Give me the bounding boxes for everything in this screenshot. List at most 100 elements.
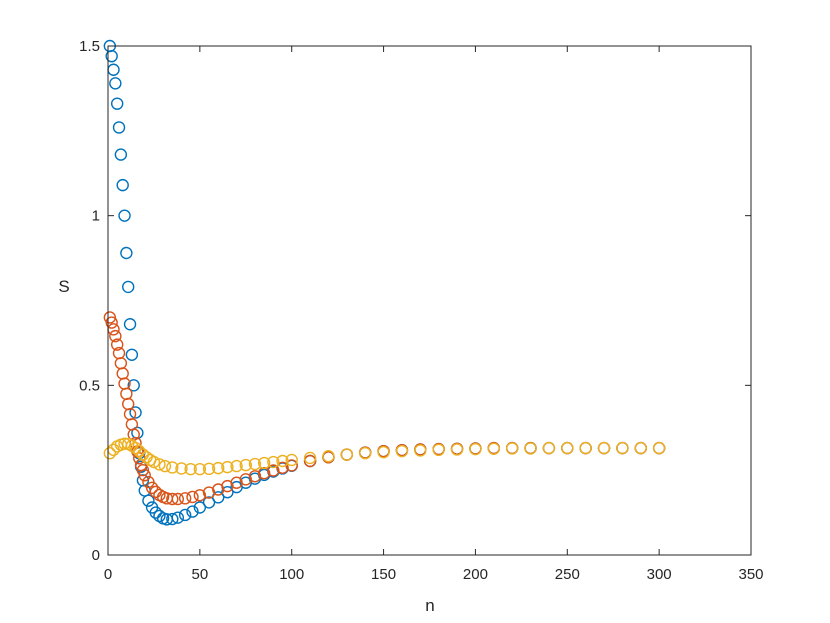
data-point	[505, 442, 519, 455]
data-point	[193, 501, 207, 514]
data-point	[257, 456, 271, 470]
data-point	[107, 323, 120, 336]
data-point	[303, 454, 317, 468]
data-point	[109, 77, 122, 90]
data-point	[171, 492, 185, 506]
data-point	[116, 367, 129, 380]
x-tick-label: 250	[555, 566, 580, 583]
data-point	[561, 441, 574, 455]
data-point	[114, 357, 128, 370]
data-point	[322, 450, 335, 463]
y-tick-label: 1	[92, 208, 100, 225]
data-point	[158, 459, 172, 473]
data-point	[202, 496, 216, 509]
data-point	[597, 441, 611, 455]
data-point	[133, 444, 146, 458]
data-point	[186, 505, 199, 518]
data-point	[276, 461, 289, 474]
x-tick-label: 0	[104, 566, 112, 583]
data-point	[542, 441, 556, 455]
data-point	[105, 316, 118, 329]
data-point	[123, 318, 137, 331]
data-point	[239, 473, 252, 486]
data-point	[118, 437, 131, 450]
y-tick-label: 0	[92, 547, 100, 564]
data-point	[166, 492, 179, 506]
data-point	[147, 455, 161, 469]
data-point	[212, 461, 225, 475]
data-point	[114, 148, 128, 161]
data-point	[125, 348, 139, 361]
data-point	[202, 486, 216, 499]
x-tick-label: 50	[192, 566, 209, 583]
data-point	[109, 329, 122, 343]
data-point	[248, 470, 262, 483]
x-tick-label: 100	[279, 566, 304, 583]
data-point	[359, 447, 372, 460]
data-point	[285, 453, 298, 467]
data-point	[202, 462, 216, 476]
data-point	[221, 460, 234, 474]
data-point	[120, 246, 133, 260]
data-markers	[103, 39, 666, 526]
data-point	[178, 492, 192, 505]
series-2-markers	[103, 311, 666, 506]
data-point	[257, 467, 271, 480]
data-point	[450, 443, 464, 456]
data-point	[267, 464, 280, 477]
axes-box	[107, 45, 752, 556]
data-point	[193, 462, 207, 476]
data-point	[103, 311, 117, 324]
data-point	[120, 387, 133, 401]
data-point	[178, 508, 192, 522]
data-point	[166, 512, 179, 526]
data-point	[432, 443, 445, 457]
data-point	[122, 280, 135, 294]
series-3-markers	[103, 437, 666, 476]
x-tick-label: 350	[738, 566, 763, 583]
x-axis-label: n	[425, 596, 434, 615]
y-axis-label: S	[58, 277, 69, 296]
data-point	[395, 444, 409, 458]
axis-ticks: 0 50 100 150 200 250 300 350 0 0.5 1 1.5	[79, 38, 763, 583]
data-point	[230, 459, 243, 473]
data-point	[524, 442, 537, 455]
data-point	[118, 209, 131, 222]
data-point	[248, 457, 262, 471]
data-point	[110, 338, 124, 351]
data-point	[125, 418, 139, 431]
data-point	[166, 461, 179, 474]
x-tick-label: 200	[463, 566, 488, 583]
data-point	[186, 490, 199, 504]
data-point	[221, 486, 234, 499]
data-point	[129, 406, 142, 419]
data-point	[142, 494, 155, 507]
y-tick-label: 0.5	[79, 377, 100, 394]
data-point	[122, 397, 135, 411]
data-point	[193, 489, 207, 502]
data-point	[184, 462, 197, 476]
data-point	[116, 178, 129, 192]
data-point	[107, 63, 120, 76]
data-point	[138, 469, 151, 482]
data-point	[239, 458, 252, 472]
x-tick-label: 150	[371, 566, 396, 583]
data-point	[112, 121, 126, 134]
data-point	[414, 444, 427, 457]
data-point	[171, 511, 185, 524]
data-point	[340, 448, 354, 461]
y-tick-label: 1.5	[79, 38, 100, 55]
data-point	[652, 441, 666, 455]
data-point	[276, 454, 289, 468]
data-point	[377, 445, 390, 459]
data-point	[267, 455, 280, 469]
data-point	[153, 458, 166, 471]
data-point	[127, 379, 140, 392]
data-point	[634, 441, 647, 455]
data-point	[487, 442, 500, 455]
data-point	[175, 462, 188, 475]
series-1-markers	[103, 39, 666, 526]
data-point	[145, 481, 159, 495]
data-point	[129, 441, 142, 455]
